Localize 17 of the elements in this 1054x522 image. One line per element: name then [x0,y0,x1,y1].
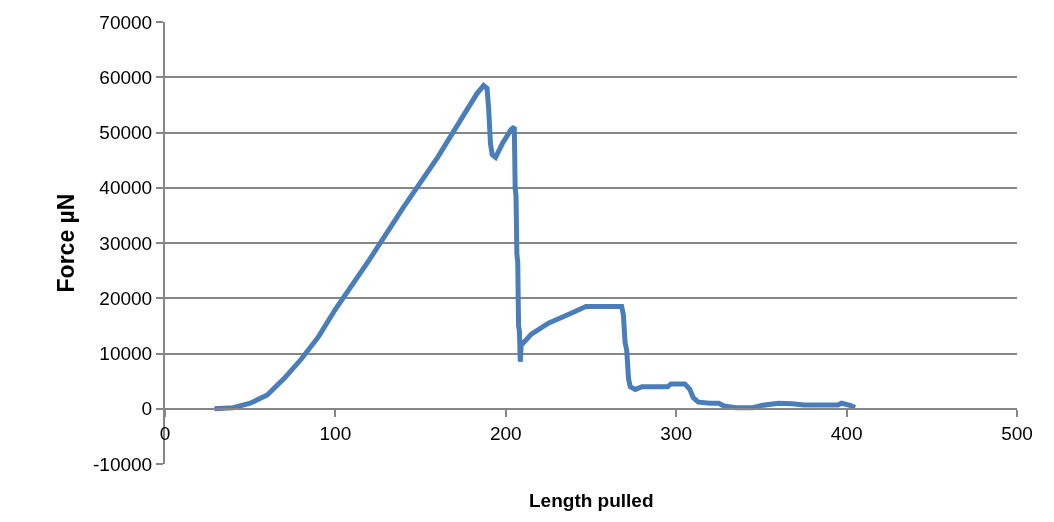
x-tick-label: 500 [1001,422,1033,444]
x-tick-label: 300 [660,422,693,444]
y-tick-label: 10000 [99,343,153,365]
x-tick-label: 400 [830,422,863,444]
y-tick-label: 0 [141,398,153,420]
y-tick-label: 20000 [99,287,153,309]
y-tick-label: 50000 [99,122,153,144]
y-tick-label: 70000 [99,11,153,33]
x-axis-title: Length pulled [529,490,654,511]
y-tick-label: 60000 [99,66,153,88]
y-tick-label: 40000 [99,177,153,199]
x-tick-label: 0 [159,422,171,444]
x-tick-label: 100 [319,422,352,444]
y-tick-label: 30000 [99,232,153,254]
y-tick-label: -10000 [93,453,153,475]
x-tick-label: 200 [489,422,522,444]
y-axis-title: Force µN [52,193,79,293]
